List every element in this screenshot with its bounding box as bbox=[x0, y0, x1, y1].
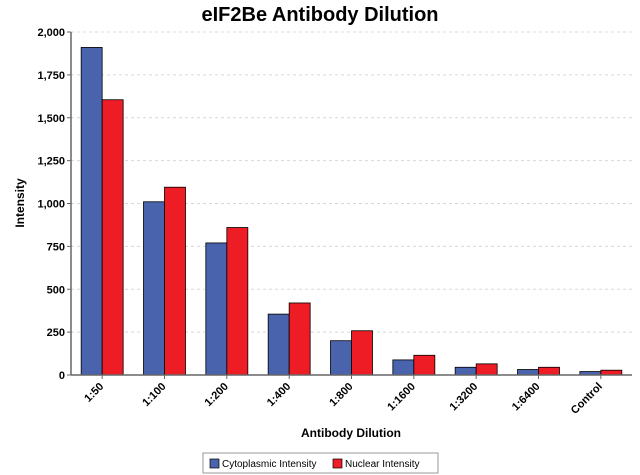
x-axis-label: Antibody Dilution bbox=[301, 426, 401, 440]
x-tick-label: Control bbox=[569, 381, 605, 417]
legend-swatch-nuclear bbox=[332, 458, 343, 469]
y-tick-label: 2,000 bbox=[37, 27, 65, 39]
x-tick-label: 1:400 bbox=[265, 381, 293, 409]
x-tick-label: 1:200 bbox=[203, 381, 231, 409]
bar-layer bbox=[80, 47, 623, 376]
y-tick-label: 0 bbox=[59, 370, 65, 382]
bar-nuclear bbox=[101, 99, 124, 376]
y-tick-label: 1,500 bbox=[37, 113, 65, 125]
x-tick-label: 1:800 bbox=[327, 381, 355, 409]
bar-nuclear bbox=[226, 227, 249, 376]
chart-title: eIF2Be Antibody Dilution bbox=[201, 4, 438, 26]
y-tick-label: 250 bbox=[47, 327, 65, 339]
x-tick-label: 1:100 bbox=[140, 381, 168, 409]
x-tick-label: 1:3200 bbox=[448, 381, 481, 414]
y-tick-label: 1,750 bbox=[37, 70, 65, 82]
legend: Cytoplasmic Intensity Nuclear Intensity bbox=[202, 452, 439, 474]
x-tick-label: 1:50 bbox=[82, 381, 106, 405]
y-tick-label: 1,250 bbox=[37, 156, 65, 168]
legend-box bbox=[202, 452, 439, 474]
bar-nuclear bbox=[538, 366, 560, 376]
y-tick-label: 750 bbox=[47, 241, 65, 253]
y-tick-label: 1,000 bbox=[37, 199, 65, 211]
y-tick-label: 500 bbox=[47, 284, 65, 296]
bar-cytoplasmic bbox=[392, 359, 415, 376]
bar-nuclear bbox=[475, 363, 498, 376]
bar-cytoplasmic bbox=[330, 340, 352, 376]
y-axis-label: Intensity bbox=[13, 178, 27, 228]
bar-cytoplasmic bbox=[205, 242, 228, 376]
bar-nuclear bbox=[351, 330, 373, 376]
bar-nuclear bbox=[288, 302, 311, 376]
legend-swatch-cytoplasmic bbox=[209, 458, 220, 469]
bar-cytoplasmic bbox=[143, 201, 165, 376]
bar-cytoplasmic bbox=[267, 313, 290, 376]
x-tick-label: 1:1600 bbox=[385, 381, 418, 414]
bar-nuclear bbox=[164, 186, 186, 376]
x-tick-label: 1:6400 bbox=[510, 381, 543, 414]
bar-cytoplasmic bbox=[454, 366, 477, 376]
legend-label-nuclear: Nuclear Intensity bbox=[345, 459, 419, 470]
legend-label-cytoplasmic: Cytoplasmic Intensity bbox=[222, 459, 316, 470]
bar-nuclear bbox=[413, 354, 436, 376]
bar-cytoplasmic bbox=[517, 369, 539, 376]
bar-cytoplasmic bbox=[80, 47, 103, 376]
